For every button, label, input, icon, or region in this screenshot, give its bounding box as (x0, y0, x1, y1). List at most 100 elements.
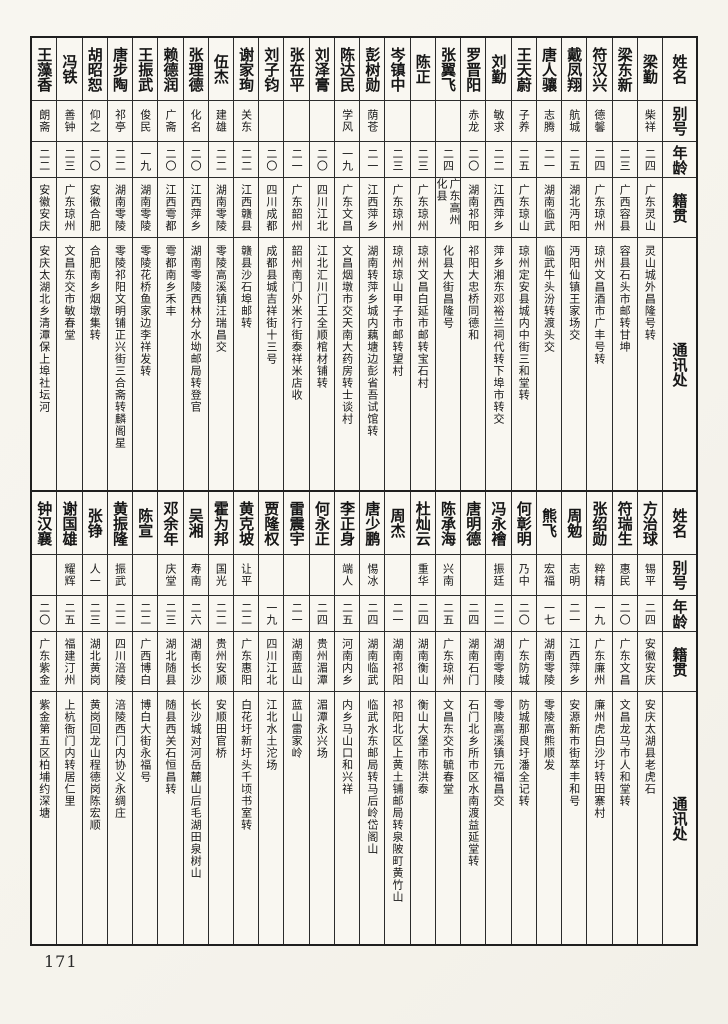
name-cell: 张铮 (85, 508, 104, 538)
address-cell: 零陵祁阳文明铺正兴街三合斋转麟阁星 (107, 237, 133, 490)
age-cell: 二〇 (612, 595, 637, 631)
alias-cell: 粹精 (587, 554, 612, 595)
name-cell: 何永正 (312, 500, 331, 546)
name-cell: 梁勤 (640, 54, 659, 84)
name-cell: 彭树勋 (363, 46, 382, 92)
address-cell: 临武水东邮局转马后岭岱阁山 (360, 691, 385, 944)
name-cell: 霍为邦 (211, 500, 230, 546)
entry-column: 方治球 锡平 二四 安徽安庆 安庆太湖县老虎石 (636, 492, 662, 944)
native-place-cell: 广东琼州 (57, 177, 82, 237)
address-cell: 上杭衙门内转居仁里 (57, 691, 82, 944)
age-cell: 二〇 (158, 141, 183, 177)
name-cell: 陈正 (413, 54, 432, 84)
address-cell: 文昌烟墩市交天南大药房转士谈村 (334, 237, 360, 490)
name-cell: 罗晋阳 (464, 46, 483, 92)
age-cell: 二二 (133, 595, 158, 631)
entry-column: 刘泽膏 二〇 四川江北 江北汇川门王全顺棺材铺转 (308, 38, 334, 490)
address-cell: 零陵花桥鱼家边李祥发转 (133, 237, 158, 490)
entry-column: 熊飞 宏福 一七 湖南零陵 零陵高熊顺发 (535, 492, 562, 944)
age-cell: 二四 (410, 595, 435, 631)
native-place-cell: 贵州安顺 (208, 631, 234, 691)
alias-cell: 惠民 (612, 554, 637, 595)
alias-cell (309, 100, 334, 141)
native-place-cell: 四川江北 (309, 177, 334, 237)
entry-column: 赖德润 广斋 二〇 江西雩都 雩都南乡禾丰 (157, 38, 183, 490)
col-header-native: 籍贯 (663, 177, 696, 237)
name-cell: 张绍勋 (590, 500, 609, 546)
native-place-cell: 广东防城 (511, 631, 536, 691)
alias-cell: 子养 (511, 100, 536, 141)
entry-column: 张绍勋 粹精 一九 广东廉州 廉州虎白沙圩转田寨村 (586, 492, 612, 944)
name-cell: 李正身 (338, 500, 357, 546)
native-place-cell: 广东紫金 (32, 631, 57, 691)
col-header-name: 姓名 (670, 54, 689, 84)
name-cell: 方治球 (640, 500, 659, 546)
entry-column: 张翼飞 二四 广东高州化县 化县大街昌隆号 (434, 38, 461, 490)
age-cell: 二二 (32, 141, 57, 177)
native-place-cell: 安徽合肥 (82, 177, 107, 237)
alias-cell: 赤龙 (461, 100, 486, 141)
alias-cell: 端人 (334, 554, 360, 595)
entry-column: 唐步陶 祁亭 二二 湖南零陵 零陵祁阳文明铺正兴街三合斋转麟阁星 (106, 38, 133, 490)
name-cell: 戴凤翔 (565, 46, 584, 92)
address-cell: 合肥南乡烟墩集转 (82, 237, 107, 490)
col-header-address: 通讯处 (663, 237, 696, 490)
alias-cell: 朗斋 (32, 100, 57, 141)
entry-column: 伍杰 建雄 二二 湖南零陵 零陵高溪镇汪瑞昌交 (207, 38, 234, 490)
age-cell: 二一 (385, 595, 410, 631)
alias-cell (309, 554, 334, 595)
alias-cell: 仰之 (82, 100, 107, 141)
name-cell: 陈承海 (439, 500, 458, 546)
alias-cell: 善钟 (57, 100, 82, 141)
name-cell: 符汉兴 (590, 46, 609, 92)
name-cell: 王藻香 (35, 46, 54, 92)
entry-column: 王振武 俊民 一九 湖南零陵 零陵花桥鱼家边李祥发转 (132, 38, 158, 490)
alias-cell (435, 100, 461, 141)
alias-cell: 让平 (234, 554, 259, 595)
name-cell: 杜灿云 (413, 500, 432, 546)
age-cell: 一九 (259, 595, 284, 631)
age-cell: 二四 (587, 141, 612, 177)
alias-cell: 建雄 (208, 100, 234, 141)
entry-column: 黄振隆 振武 二二 四川涪陵 涪陵西门内协义永绸庄 (106, 492, 133, 944)
entry-column: 符瑞生 惠民 二〇 广东文昌 文昌龙马市人和堂转 (611, 492, 637, 944)
native-place-cell: 湖南衡山 (410, 631, 435, 691)
age-cell: 二三 (385, 141, 410, 177)
name-cell: 王天蔚 (514, 46, 533, 92)
address-cell: 防城那良圩潘全记转 (511, 691, 536, 944)
alias-cell: 乃中 (511, 554, 536, 595)
name-cell: 王振武 (136, 46, 155, 92)
alias-cell: 敏求 (486, 100, 511, 141)
age-cell: 二〇 (511, 595, 536, 631)
alias-cell (284, 554, 309, 595)
alias-cell: 振武 (107, 554, 133, 595)
entry-column: 邓余年 庆堂 二三 湖北随县 随县西关石恒昌转 (157, 492, 183, 944)
header-column: 姓名 别号 年龄 籍贯 通讯处 (662, 38, 696, 490)
age-cell: 二二 (234, 595, 259, 631)
native-place-cell: 四川江北 (259, 631, 284, 691)
age-cell: 二六 (183, 595, 208, 631)
alias-cell (32, 554, 57, 595)
native-place-cell: 湖南零陵 (486, 631, 511, 691)
age-cell: 二〇 (461, 141, 486, 177)
address-cell: 蓝山雷家岭 (284, 691, 309, 944)
entry-column: 陈达民 学风 一九 广东文昌 文昌烟墩市交天南大药房转士谈村 (333, 38, 360, 490)
age-cell: 二四 (637, 595, 662, 631)
alias-cell: 振廷 (486, 554, 511, 595)
address-cell: 灵山城外昌隆号转 (637, 237, 662, 490)
native-place-cell: 江西萍乡 (486, 177, 511, 237)
name-cell: 陈达民 (338, 46, 357, 92)
address-cell: 文昌龙马市人和堂转 (612, 691, 637, 944)
col-header-age: 年龄 (663, 141, 696, 177)
native-place-cell: 广东文昌 (612, 631, 637, 691)
native-place-cell: 广东灵山 (637, 177, 662, 237)
entry-column: 陈正 二三 广东琼州 琼州文昌白延市邮转宝石村 (409, 38, 435, 490)
native-place-cell: 四川成都 (259, 177, 284, 237)
alias-cell: 学风 (334, 100, 360, 141)
native-place-cell: 湖南零陵 (208, 177, 234, 237)
alias-cell: 志明 (562, 554, 587, 595)
address-cell: 湖南转萍乡城内藕塘边彭省吾试馆转 (360, 237, 385, 490)
address-cell: 琼州文昌酒市广丰号转 (587, 237, 612, 490)
native-place-cell: 广东廉州 (587, 631, 612, 691)
